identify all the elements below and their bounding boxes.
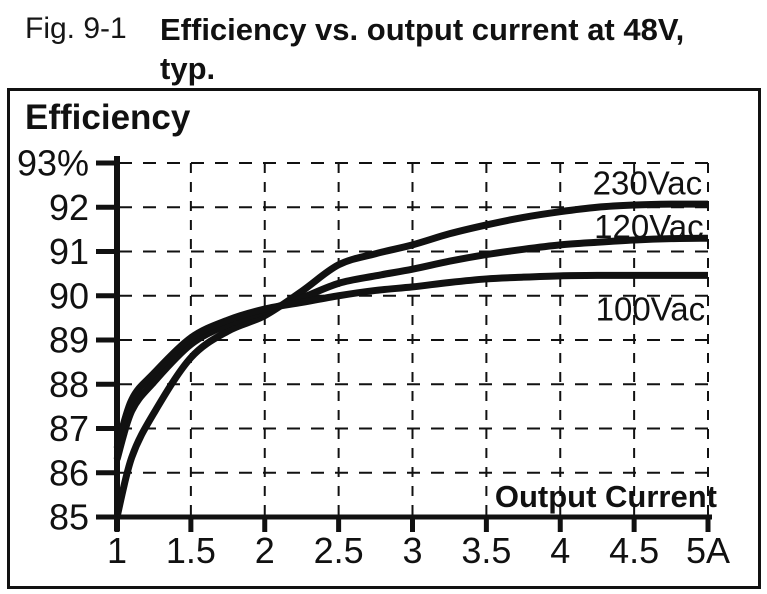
figure-title-line2: typ. [160,51,216,86]
x-tick-label-4: 4 [550,530,570,571]
x-tick-label-5: 5A [686,530,730,571]
figure-title-line1: Efficiency vs. output current at 48V, [160,12,685,47]
y-tick-label-87: 87 [49,408,89,449]
x-tick-label-1.5: 1.5 [166,530,216,571]
y-tick-label-88: 88 [49,364,89,405]
series-label-120Vac: 120Vac [594,208,703,245]
figure-number: Fig. 9-1 [25,12,127,45]
x-tick-label-2: 2 [255,530,275,571]
y-tick-label-85: 85 [49,497,89,538]
x-tick-label-4.5: 4.5 [609,530,659,571]
x-tick-label-1: 1 [107,530,127,571]
figure-title: Efficiency vs. output current at 48V, ty… [160,10,684,88]
x-tick-label-2.5: 2.5 [314,530,364,571]
series-label-100Vac: 100Vac [596,291,705,328]
y-tick-label-89: 89 [49,320,89,361]
x-axis-title: Output Current [495,479,717,514]
series-label-230Vac: 230Vac [593,164,702,201]
series-curve-120Vac [113,234,709,461]
y-axis-title: Efficiency [25,98,191,137]
chart-frame [7,88,761,589]
y-tick-label-93: 93% [17,143,89,184]
y-tick-label-90: 90 [49,275,89,316]
y-tick-label-86: 86 [49,452,89,493]
x-tick-label-3.5: 3.5 [461,530,511,571]
series-curve-230Vac [113,200,709,518]
y-tick-label-92: 92 [49,187,89,228]
x-tick-label-3: 3 [402,530,422,571]
y-tick-label-91: 91 [49,231,89,272]
series-curve-100Vac [113,271,708,450]
